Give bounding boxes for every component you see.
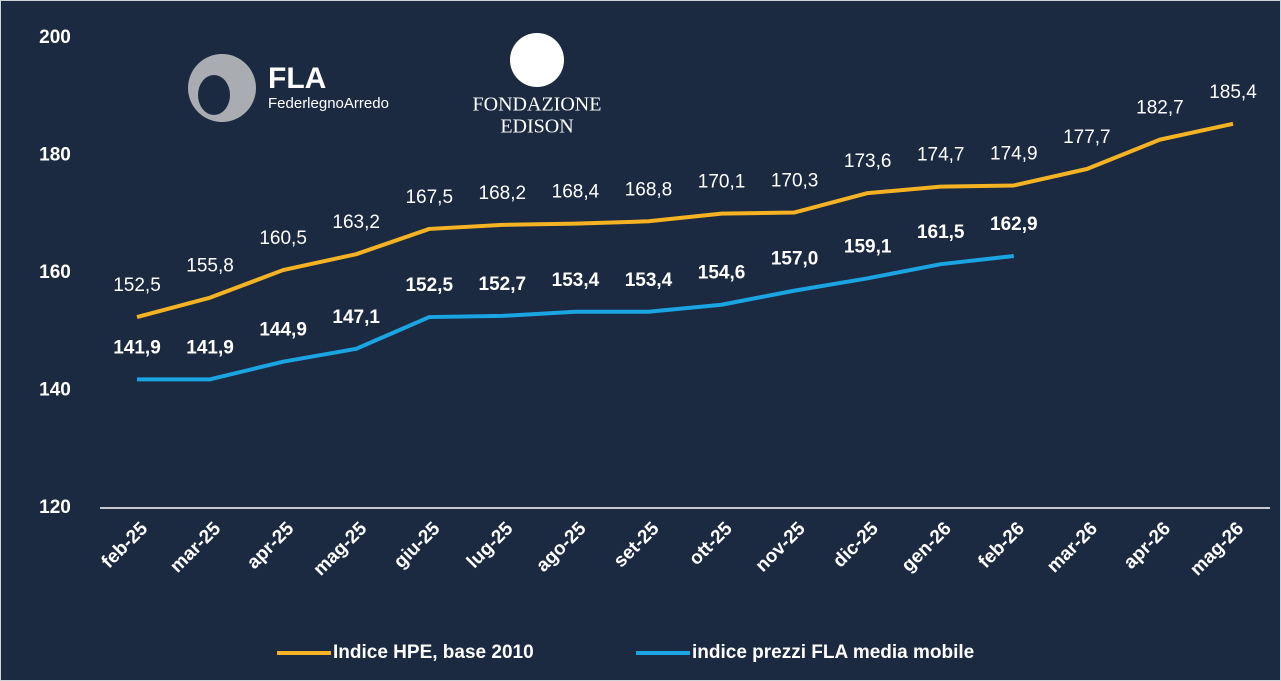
data-label: 185,4	[1209, 82, 1257, 103]
data-label: 152,5	[113, 275, 161, 296]
data-label: 168,4	[552, 182, 600, 203]
data-label: 182,7	[1136, 98, 1184, 119]
data-label: 168,2	[479, 183, 527, 204]
data-label: 167,5	[405, 187, 453, 208]
y-tick-label: 160	[39, 262, 71, 283]
data-label: 163,2	[332, 212, 380, 233]
data-label: 153,4	[552, 270, 600, 291]
edison-text: FONDAZIONE	[473, 94, 602, 116]
data-label: 144,9	[259, 320, 307, 341]
y-tick-label: 140	[39, 380, 71, 401]
fla-mark-hole	[198, 75, 230, 115]
data-label: 152,7	[479, 274, 527, 295]
data-label: 155,8	[186, 256, 234, 277]
edison-mark	[510, 33, 564, 87]
edison-text: EDISON	[500, 116, 573, 138]
legend-label: indice prezzi FLA media mobile	[692, 642, 974, 663]
data-label: 162,9	[990, 214, 1038, 235]
data-label: 168,8	[625, 179, 673, 200]
data-label: 159,1	[844, 236, 892, 257]
data-label: 174,7	[917, 145, 965, 166]
data-label: 170,1	[698, 172, 746, 193]
line	[137, 253, 1015, 382]
data-label: 157,0	[771, 249, 819, 270]
data-label: 147,1	[332, 307, 380, 328]
data-label: 160,5	[259, 228, 307, 249]
data-label: 177,7	[1063, 127, 1111, 148]
fla-sub: FederlegnoArredo	[268, 95, 389, 112]
legend-label: Indice HPE, base 2010	[333, 642, 534, 663]
data-label: 141,9	[113, 337, 161, 358]
data-label: 173,6	[844, 151, 892, 172]
data-label: 161,5	[917, 222, 965, 243]
line	[136, 121, 1234, 319]
y-tick-label: 200	[39, 27, 71, 48]
y-tick-label: 120	[39, 497, 71, 518]
data-label: 154,6	[698, 263, 746, 284]
data-label: 174,9	[990, 143, 1038, 164]
fla-logo: FLA FederlegnoArredo	[188, 54, 389, 122]
y-tick-label: 180	[39, 145, 71, 166]
fla-name: FLA	[268, 62, 326, 95]
data-label: 153,4	[625, 270, 673, 291]
data-label: 152,5	[405, 275, 453, 296]
data-label: 141,9	[186, 337, 234, 358]
edison-logo: FONDAZIONE EDISON	[473, 33, 602, 138]
data-label: 170,3	[771, 171, 819, 192]
